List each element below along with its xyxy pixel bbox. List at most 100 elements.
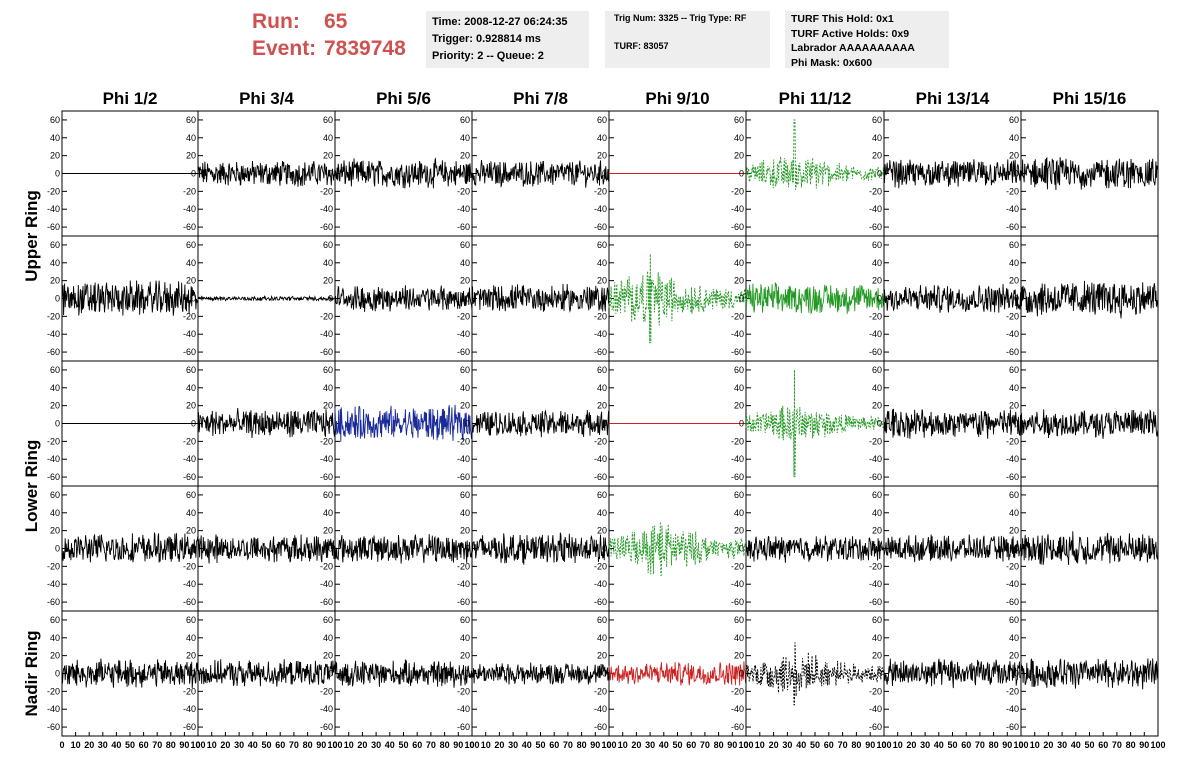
y-tick-label: 20 (50, 526, 60, 536)
y-tick-label: -60 (869, 472, 882, 482)
y-tick-label: -40 (1006, 204, 1019, 214)
y-tick-label: -40 (869, 579, 882, 589)
waveform-trace (1020, 658, 1159, 690)
waveform-trace (471, 532, 610, 565)
y-tick-label: 40 (872, 633, 882, 643)
y-tick-label: -60 (869, 597, 882, 607)
y-tick-label: 60 (50, 115, 60, 125)
y-tick-label: 40 (50, 383, 60, 393)
y-tick-label: 40 (1009, 258, 1019, 268)
y-tick-label: 20 (460, 151, 470, 161)
y-tick-label: 40 (323, 133, 333, 143)
y-tick-label: 0 (739, 169, 744, 179)
y-tick-label: 60 (323, 615, 333, 625)
x-tick-label: 70 (426, 740, 436, 750)
y-tick-label: -40 (457, 329, 470, 339)
x-tick-label: 30 (782, 740, 792, 750)
y-tick-label: -20 (594, 311, 607, 321)
y-tick-label: 60 (186, 240, 196, 250)
trigger-info-box: Trig Num: 3325 -- Trig Type: RF TURF: 83… (605, 11, 770, 68)
y-tick-label: 40 (50, 508, 60, 518)
x-tick-label: 10 (481, 740, 491, 750)
y-tick-label: 0 (1014, 419, 1019, 429)
x-tick-label: 10 (618, 740, 628, 750)
y-tick-label: -20 (594, 436, 607, 446)
y-tick-label: 20 (1009, 401, 1019, 411)
x-tick-label: 100 (876, 740, 891, 750)
x-tick-label: 20 (1043, 740, 1053, 750)
y-tick-label: 40 (50, 133, 60, 143)
x-tick-label: 0 (469, 740, 474, 750)
waveform-trace (471, 283, 610, 313)
y-tick-label: -20 (320, 436, 333, 446)
waveform-trace (61, 280, 199, 316)
x-tick-label: 100 (464, 740, 479, 750)
y-tick-label: -40 (183, 579, 196, 589)
x-tick-label: 0 (743, 740, 748, 750)
y-tick-label: -60 (594, 722, 607, 732)
waveform-trace (608, 661, 747, 686)
run-label: Run: (252, 10, 300, 33)
y-tick-label: -40 (594, 329, 607, 339)
waveform-trace (608, 253, 747, 344)
x-tick-label: 60 (1098, 740, 1108, 750)
y-tick-label: 0 (465, 294, 470, 304)
y-tick-label: 20 (460, 401, 470, 411)
x-tick-label: 50 (125, 740, 135, 750)
y-tick-label: -40 (320, 579, 333, 589)
x-tick-label: 0 (332, 740, 337, 750)
y-tick-label: 20 (734, 276, 744, 286)
y-tick-label: -40 (731, 204, 744, 214)
y-tick-label: 0 (55, 419, 60, 429)
y-tick-label: 20 (734, 526, 744, 536)
y-tick-label: 0 (55, 669, 60, 679)
y-tick-label: -60 (320, 347, 333, 357)
y-tick-label: 40 (50, 633, 60, 643)
x-tick-label: 90 (727, 740, 737, 750)
y-tick-label: -60 (1006, 722, 1019, 732)
y-tick-label: -20 (869, 436, 882, 446)
y-tick-label: -40 (594, 579, 607, 589)
x-tick-label: 20 (631, 740, 641, 750)
waveform-trace (745, 282, 885, 315)
y-tick-label: -40 (183, 454, 196, 464)
y-tick-label: 20 (323, 151, 333, 161)
waveform-trace (334, 157, 473, 189)
x-tick-label: 70 (152, 740, 162, 750)
y-tick-label: -20 (47, 436, 60, 446)
y-tick-label: -40 (457, 204, 470, 214)
y-tick-label: 60 (1009, 365, 1019, 375)
labrador-line: Labrador AAAAAAAAAA (791, 42, 915, 54)
x-tick-label: 100 (327, 740, 342, 750)
column-label: Phi 9/10 (645, 89, 709, 108)
y-tick-label: 20 (50, 276, 60, 286)
y-tick-label: 0 (191, 544, 196, 554)
y-tick-label: -60 (457, 722, 470, 732)
waveform-trace (745, 642, 885, 706)
y-tick-label: -20 (47, 686, 60, 696)
y-tick-label: -40 (47, 704, 60, 714)
y-tick-label: 20 (872, 526, 882, 536)
x-tick-label: 80 (1126, 740, 1136, 750)
y-tick-label: 60 (597, 615, 607, 625)
x-tick-label: 70 (289, 740, 299, 750)
y-tick-label: 40 (597, 508, 607, 518)
y-tick-label: -60 (320, 222, 333, 232)
x-tick-label: 60 (139, 740, 149, 750)
y-tick-label: 0 (55, 294, 60, 304)
y-tick-label: -60 (869, 722, 882, 732)
x-tick-label: 60 (412, 740, 422, 750)
y-tick-label: 20 (460, 651, 470, 661)
waveform-trace (197, 160, 336, 187)
column-label: Phi 13/14 (916, 89, 990, 108)
y-tick-label: 20 (1009, 526, 1019, 536)
y-tick-label: -40 (1006, 704, 1019, 714)
y-tick-label: 20 (734, 651, 744, 661)
y-tick-label: 60 (460, 115, 470, 125)
y-tick-label: 40 (734, 133, 744, 143)
y-tick-label: -40 (183, 204, 196, 214)
x-tick-label: 10 (344, 740, 354, 750)
y-tick-label: -20 (457, 561, 470, 571)
y-tick-label: -40 (594, 704, 607, 714)
y-tick-label: 60 (50, 490, 60, 500)
